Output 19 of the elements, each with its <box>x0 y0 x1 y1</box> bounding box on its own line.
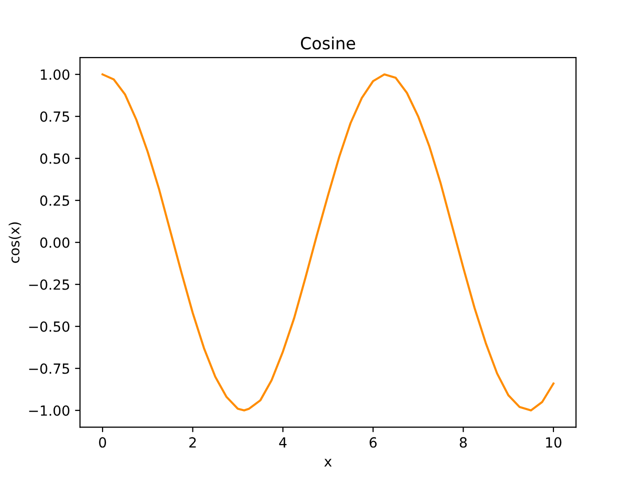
y-axis-title: cos(x) <box>8 222 22 263</box>
line-series <box>102 73 554 412</box>
y-tick-label: −0.50 <box>29 321 70 332</box>
x-tick-label: 0 <box>99 437 106 448</box>
y-tick-label: −0.75 <box>29 363 70 374</box>
y-tick-label: 0.50 <box>40 153 70 164</box>
y-tick-label: 1.00 <box>40 69 70 80</box>
x-tick-label: 8 <box>460 437 467 448</box>
y-tick-label: −1.00 <box>29 405 70 416</box>
y-tick-label: −0.25 <box>29 279 70 290</box>
x-tick-label: 10 <box>546 437 562 448</box>
x-tick-label: 6 <box>370 437 377 448</box>
y-tick-label: 0.25 <box>40 195 70 206</box>
x-tick-label: 2 <box>189 437 196 448</box>
x-axis-title: x <box>324 458 332 466</box>
y-tick-label: 0.75 <box>40 111 70 122</box>
y-tick-label: 0.00 <box>40 237 70 248</box>
chart-title: Cosine <box>300 36 356 50</box>
x-tick-label: 4 <box>279 437 287 448</box>
